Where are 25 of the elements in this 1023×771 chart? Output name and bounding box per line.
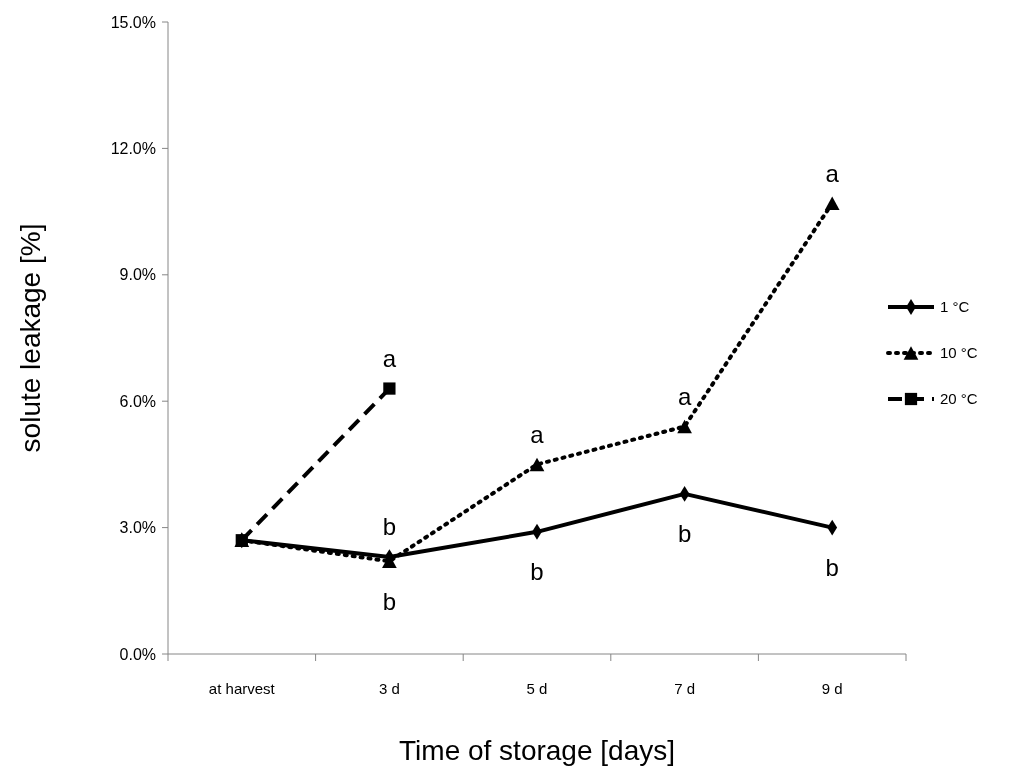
annotation: b [677,520,692,548]
x-tick-label: at harvest [208,680,276,697]
annotation: a [530,420,545,448]
y-tick-label: 9.0% [119,266,156,284]
legend-label: 10 °C [940,344,978,362]
annotation: b [530,558,544,586]
annotation: b [382,587,397,615]
x-tick-label: 5 d [526,680,548,697]
x-tick-label: 9 d [821,680,843,697]
y-tick-label: 6.0% [119,392,156,410]
legend-label: 20 °C [940,390,978,408]
annotation: a [825,159,840,187]
y-tick-label: 3.0% [119,519,156,537]
annotation: a [382,344,397,372]
y-tick-label: 0.0% [119,645,156,663]
annotation: a [677,382,692,410]
annotation: b [825,554,839,581]
legend-label: 1 °C [940,298,970,316]
y-axis-title: solute leakage [%] [15,223,46,453]
x-tick-label: 7 d [674,680,696,697]
y-tick-label: 15.0% [110,13,156,31]
y-tick-label: 12.0% [110,140,156,157]
x-tick-label: 3 d [378,680,400,697]
annotation: b [382,513,397,541]
x-axis-title: Time of storage [days] [399,735,675,766]
